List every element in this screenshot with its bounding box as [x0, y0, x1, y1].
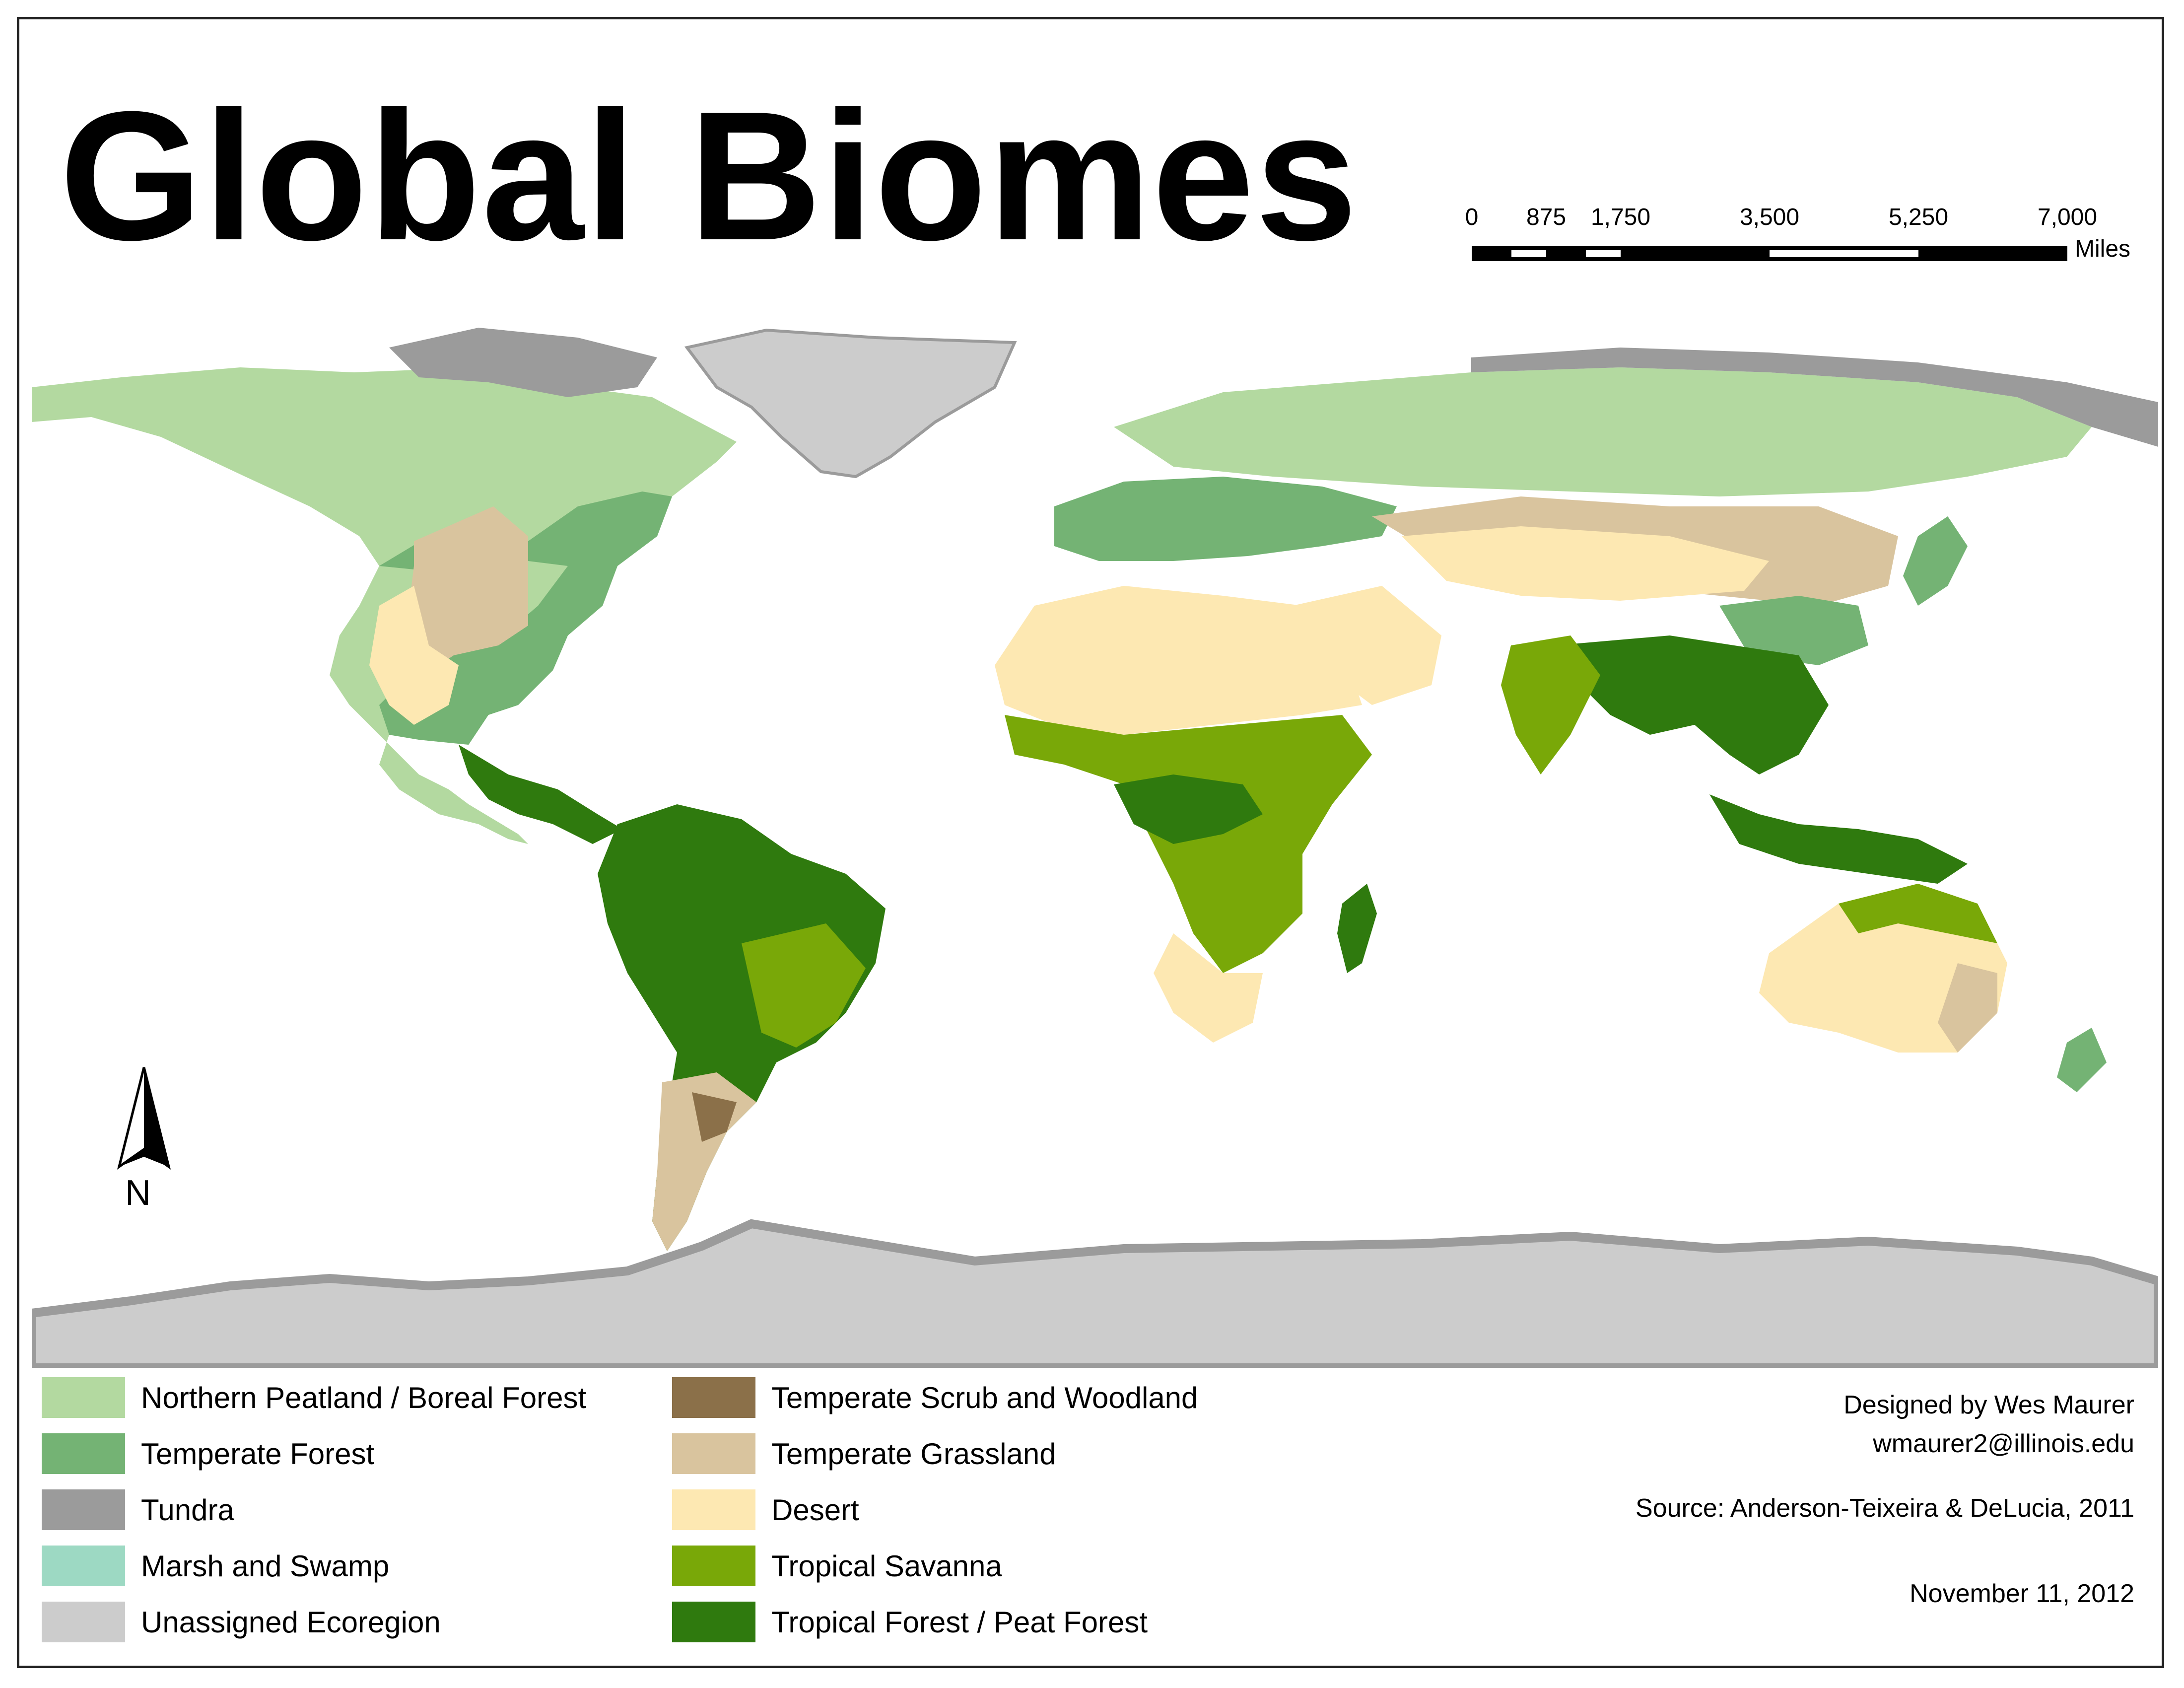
region-africa-savanna	[1005, 715, 1372, 973]
legend-label: Tropical Savanna	[771, 1549, 1002, 1583]
legend-item: Desert	[672, 1487, 859, 1532]
region-europe-temperate	[1054, 477, 1397, 561]
legend-label: Marsh and Swamp	[141, 1549, 390, 1583]
legend-label: Tropical Forest / Peat Forest	[771, 1605, 1148, 1639]
legend-swatch	[672, 1489, 755, 1530]
scale-tick-label: 1,750	[1590, 204, 1651, 230]
region-africa-south-desert	[1154, 933, 1263, 1043]
region-south-america	[598, 804, 886, 1251]
legend-item: Tropical Forest / Peat Forest	[672, 1600, 1148, 1644]
credit-email: wmaurer2@illinois.edu	[1873, 1429, 2134, 1458]
legend-label: Northern Peatland / Boreal Forest	[141, 1381, 587, 1414]
region-asia-temperate	[1719, 596, 1868, 665]
region-greenland	[684, 328, 1017, 479]
north-label: N	[125, 1173, 151, 1213]
region-antarctica	[32, 1219, 2158, 1368]
region-africa-forest	[1114, 774, 1263, 844]
region-arctic-islands	[389, 328, 657, 397]
scale-bar: 0 875 1,750 3,500 5,250 7,000 Miles	[1459, 204, 2154, 268]
region-eurasia-boreal	[1114, 367, 2092, 496]
legend-item: Temperate Forest	[42, 1431, 374, 1476]
legend-label: Desert	[771, 1493, 859, 1527]
legend-label: Temperate Forest	[141, 1437, 375, 1471]
credit-designer: Designed by Wes Maurer	[1843, 1391, 2134, 1419]
region-japan	[1903, 516, 1968, 606]
region-se-asia-forest	[1556, 635, 1829, 774]
legend-label: Temperate Grassland	[771, 1437, 1056, 1471]
legend-item: Temperate Grassland	[672, 1431, 1056, 1476]
region-australia-grassland	[1938, 963, 1997, 1053]
legend-item: Tropical Savanna	[672, 1544, 1002, 1588]
legend-item: Tundra	[42, 1487, 234, 1532]
scale-tick-label: 0	[1465, 204, 1479, 230]
legend-label: Unassigned Ecoregion	[141, 1605, 441, 1639]
scale-tick-label: 5,250	[1888, 204, 1949, 230]
legend-swatch	[42, 1433, 125, 1474]
region-asia-desert	[1402, 526, 1769, 601]
legend-swatch	[672, 1433, 755, 1474]
scale-tick-label: 3,500	[1739, 204, 1800, 230]
region-indonesia	[1709, 794, 1968, 884]
scale-tick-label: 7,000	[2037, 204, 2098, 230]
credit-date: November 11, 2012	[1910, 1579, 2134, 1608]
region-sa-savanna	[742, 923, 866, 1048]
region-central-america	[459, 745, 622, 844]
scale-unit: Miles	[2075, 236, 2131, 262]
region-madagascar	[1337, 884, 1377, 973]
legend-swatch	[672, 1602, 755, 1642]
legend-label: Tundra	[141, 1493, 234, 1527]
region-new-zealand	[2057, 1028, 2107, 1092]
legend-swatch	[672, 1546, 755, 1586]
region-arabia	[1293, 586, 1441, 705]
north-arrow: N	[99, 1062, 189, 1213]
scale-tick-label: 875	[1526, 204, 1567, 230]
region-na-desert	[369, 586, 459, 725]
region-australia-savanna	[1839, 884, 1997, 943]
legend-item: Marsh and Swamp	[42, 1544, 389, 1588]
map-title: Global Biomes	[60, 73, 1359, 279]
region-eurasia-tundra	[1471, 348, 2158, 447]
world-map	[32, 328, 2158, 1368]
legend-item: Unassigned Ecoregion	[42, 1600, 441, 1644]
credit-source: Source: Anderson-Teixeira & DeLucia, 201…	[1636, 1494, 2134, 1523]
region-africa-desert	[995, 586, 1362, 735]
region-sa-scrub	[692, 1092, 737, 1142]
legend-swatch	[42, 1602, 125, 1642]
legend: Northern Peatland / Boreal Forest Temper…	[32, 1375, 2158, 1653]
legend-item: Northern Peatland / Boreal Forest	[42, 1375, 586, 1420]
legend-swatch	[42, 1377, 125, 1418]
legend-swatch	[42, 1489, 125, 1530]
legend-swatch	[672, 1377, 755, 1418]
region-na-grassland	[409, 506, 528, 675]
north-arrow-icon	[117, 1067, 171, 1170]
legend-label: Temperate Scrub and Woodland	[771, 1381, 1198, 1414]
legend-swatch	[42, 1546, 125, 1586]
legend-item: Temperate Scrub and Woodland	[672, 1375, 1198, 1420]
region-india	[1501, 635, 1600, 774]
scale-bar-graphic	[1472, 246, 2067, 261]
